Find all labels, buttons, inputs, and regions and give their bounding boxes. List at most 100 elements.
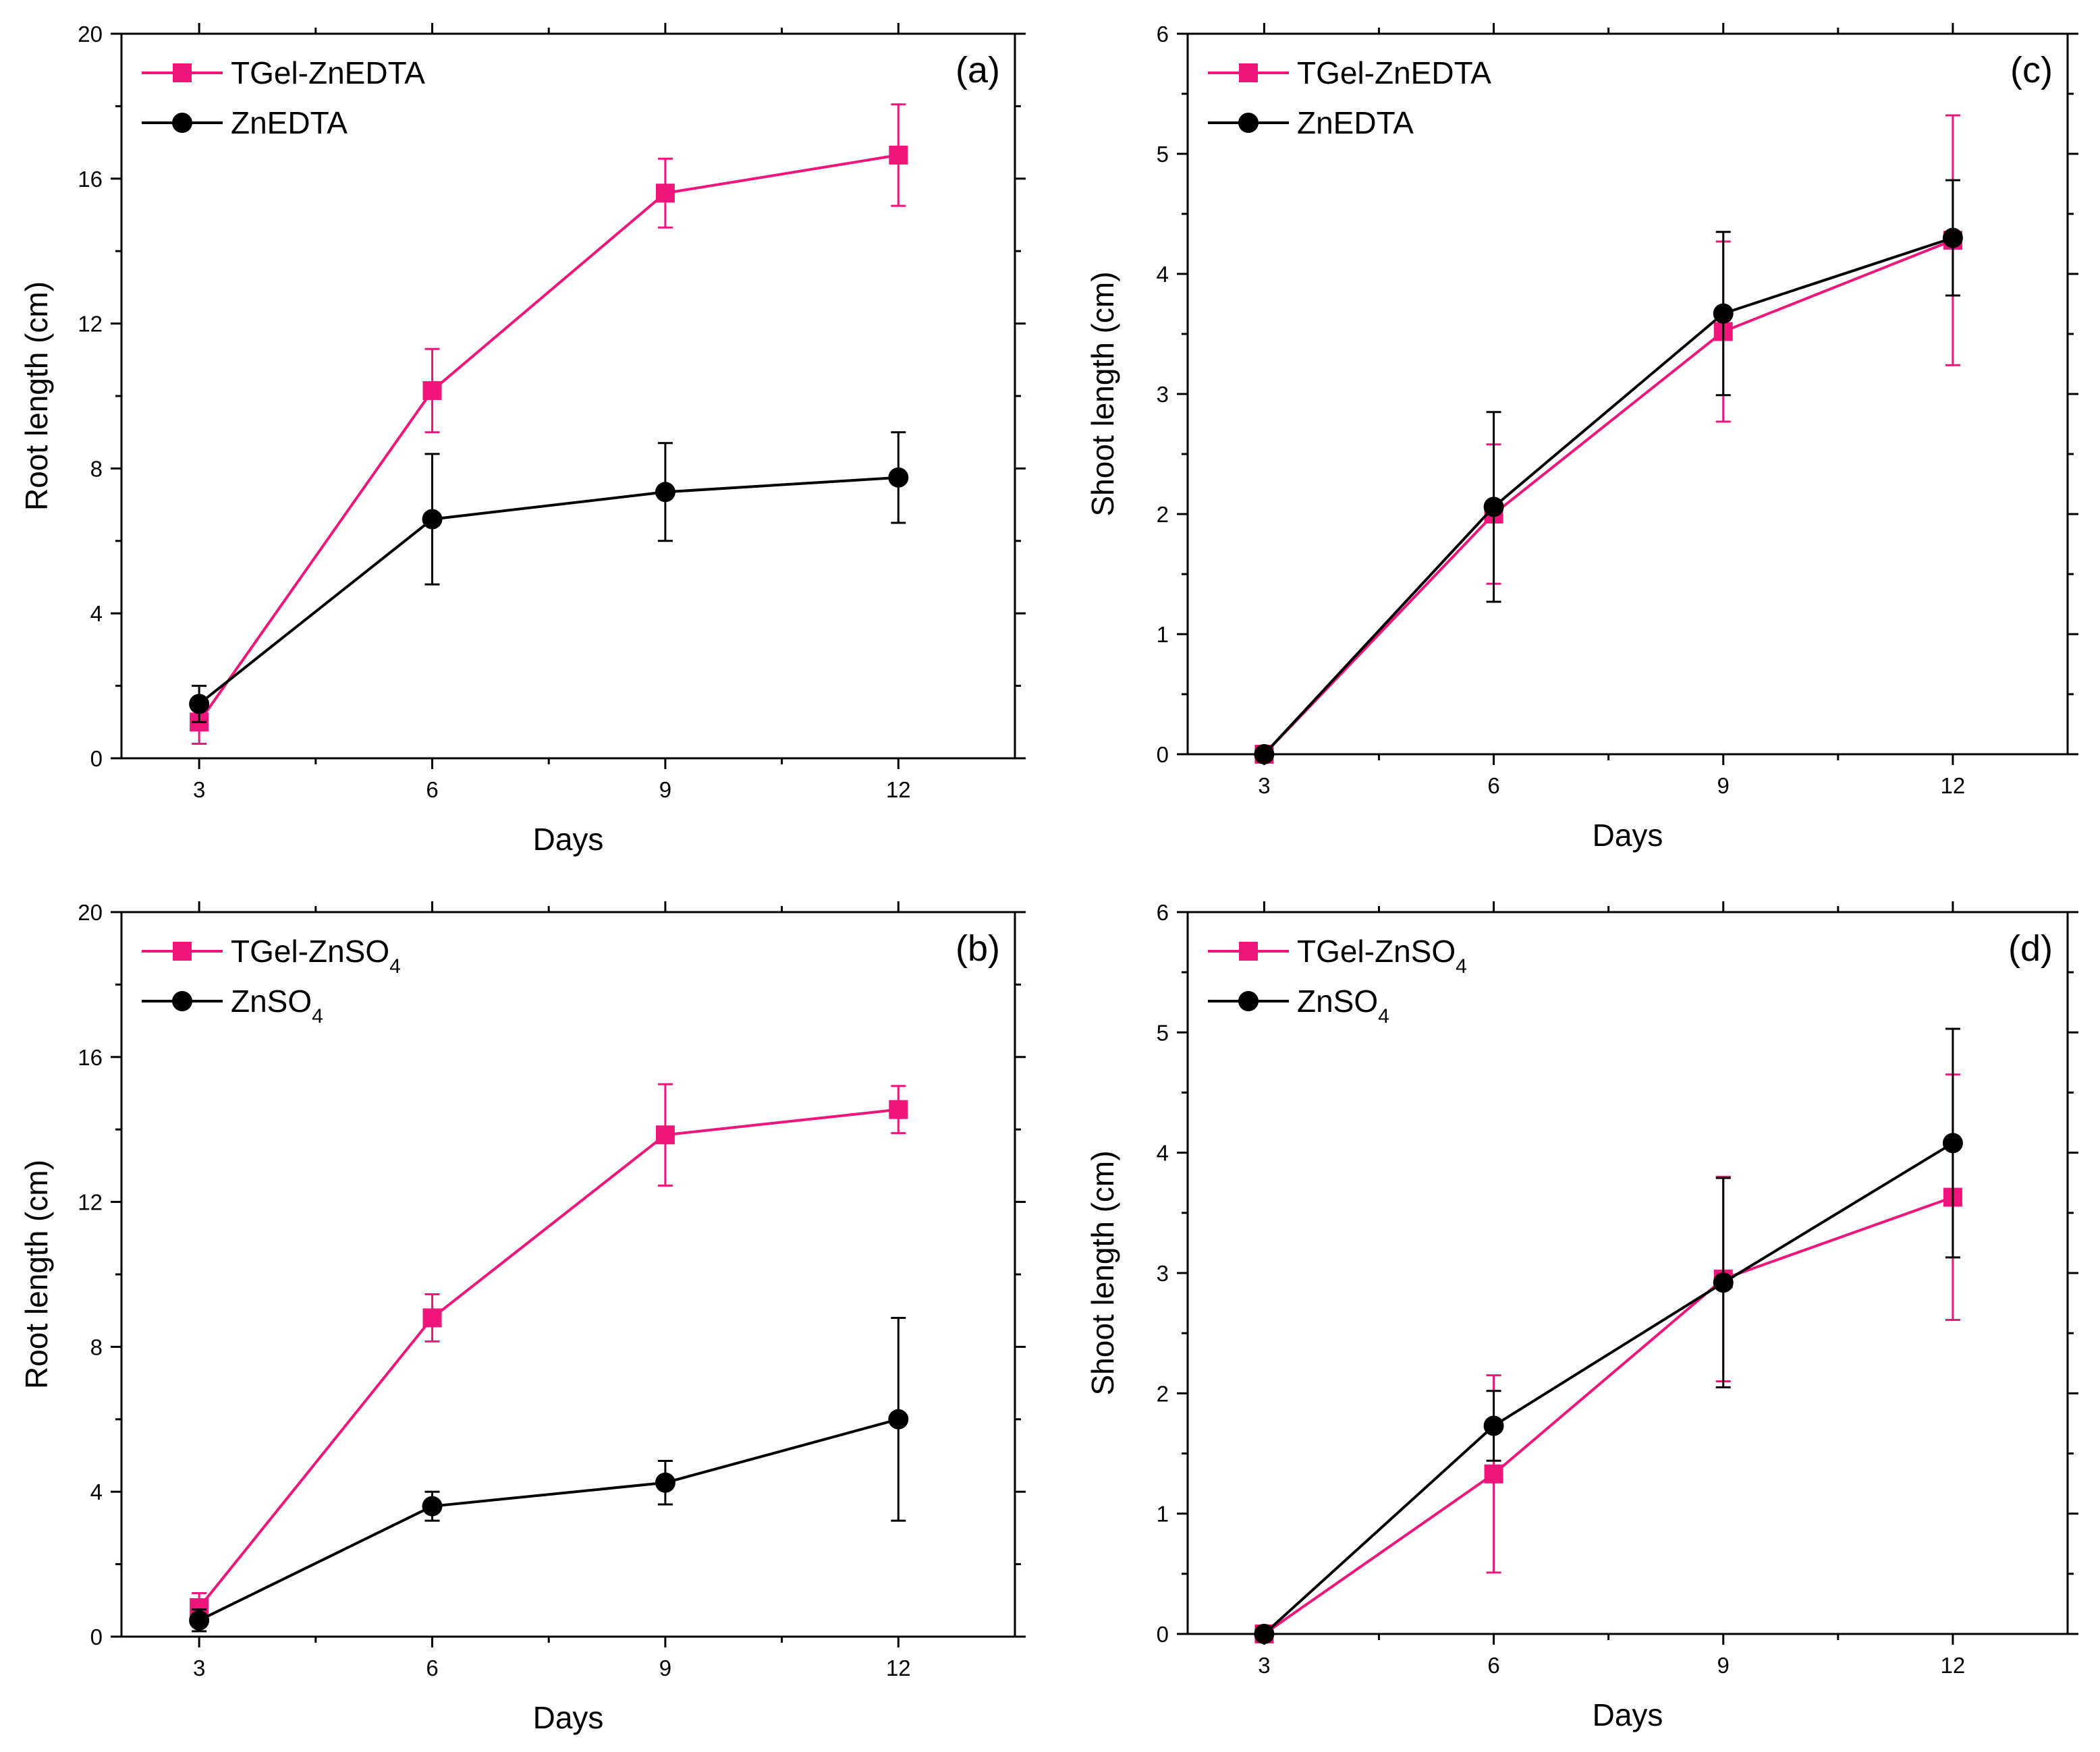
panel-b: 3 6 9 12 0 4 8 12 16 20 Days Root length (cm) (b) TGe… — [19, 900, 1026, 1735]
y-tick-label: 1 — [1157, 622, 1169, 647]
plot-frame — [120, 32, 1016, 760]
data-point — [889, 145, 908, 165]
x-axis-title: Days — [533, 1700, 604, 1735]
series-line — [1263, 1195, 1954, 1635]
y-tick-label: 5 — [1157, 1020, 1169, 1045]
y-tick-label: 0 — [90, 1624, 103, 1649]
y-tick-label: 8 — [90, 1334, 103, 1359]
data-point — [655, 183, 675, 203]
x-tick-label: 9 — [659, 1656, 671, 1680]
y-tick-label: 4 — [90, 1479, 103, 1504]
series-0 — [190, 103, 908, 745]
x-axis-title: Days — [533, 822, 604, 857]
series-1 — [189, 431, 909, 723]
y-tick-label: 0 — [90, 746, 103, 771]
series-line — [198, 1108, 899, 1609]
y-tick-label: 3 — [1157, 1261, 1169, 1286]
series-0 — [1254, 114, 1962, 764]
data-point — [888, 1409, 909, 1430]
legend-marker — [1239, 63, 1258, 82]
y-tick-label: 4 — [90, 601, 103, 626]
y-tick-label: 6 — [1157, 22, 1169, 47]
panel-label: (d) — [2008, 928, 2053, 969]
x-tick-label: 3 — [1258, 773, 1270, 798]
y-axis-title: Shoot length (cm) — [1085, 271, 1120, 516]
data-point — [655, 1472, 675, 1493]
data-point — [889, 1100, 908, 1119]
data-point — [888, 467, 909, 488]
data-point — [1483, 1415, 1504, 1436]
x-tick-label: 9 — [1717, 1653, 1730, 1678]
series-1 — [1254, 179, 1963, 764]
x-tick-label: 9 — [1717, 773, 1730, 798]
legend-label-subscript: 4 — [1456, 955, 1467, 978]
x-tick-label: 6 — [426, 1656, 438, 1680]
y-tick-label: 20 — [78, 22, 103, 47]
legend-label-main: TGel-ZnEDTA — [231, 55, 425, 90]
legend-label: TGel-ZnSO4 — [231, 934, 401, 978]
x-tick-label: 12 — [886, 777, 911, 802]
y-tick-label: 0 — [1157, 742, 1169, 767]
legend-marker — [1238, 113, 1259, 133]
legend-label-main: ZnSO — [231, 984, 312, 1019]
data-point — [1713, 303, 1734, 324]
y-tick-label: 5 — [1157, 142, 1169, 167]
x-axis-title: Days — [1593, 818, 1663, 853]
data-point — [1713, 1272, 1734, 1293]
series-line — [1263, 236, 1954, 756]
legend-marker — [172, 991, 192, 1011]
legend-marker — [172, 113, 192, 133]
y-tick-label: 6 — [1157, 900, 1169, 925]
x-tick-label: 3 — [193, 777, 205, 802]
legend-label: TGel-ZnSO4 — [1297, 934, 1467, 978]
series-1 — [189, 1316, 909, 1633]
panel-a: 3 6 9 12 0 4 8 12 16 20 Days Root length (cm) (a) TGe… — [19, 22, 1026, 857]
legend-label: TGel-ZnEDTA — [231, 55, 425, 90]
y-tick-label: 16 — [78, 1045, 103, 1070]
series-line — [198, 153, 899, 723]
legend-label: TGel-ZnEDTA — [1297, 55, 1491, 90]
x-tick-label: 6 — [1487, 1653, 1499, 1678]
legend-label: ZnEDTA — [231, 105, 348, 140]
data-point — [422, 1496, 443, 1517]
data-point — [189, 694, 210, 714]
y-tick-label: 3 — [1157, 382, 1169, 407]
series-0 — [190, 1083, 908, 1624]
data-point — [1942, 1133, 1963, 1154]
legend-marker — [1239, 942, 1258, 961]
y-tick-label: 2 — [1157, 1381, 1169, 1406]
y-tick-label: 8 — [90, 456, 103, 481]
x-tick-label: 9 — [659, 777, 671, 802]
data-point — [655, 482, 675, 503]
x-tick-label: 6 — [426, 777, 438, 802]
legend-label: ZnSO4 — [231, 984, 323, 1027]
legend-label-main: TGel-ZnSO — [1297, 934, 1456, 969]
legend-label-main: TGel-ZnSO — [231, 934, 389, 969]
y-tick-label: 12 — [78, 1190, 103, 1215]
legend-label-main: ZnEDTA — [1297, 105, 1414, 140]
y-tick-label: 1 — [1157, 1502, 1169, 1527]
data-point — [1942, 227, 1963, 248]
series-line — [1263, 239, 1954, 756]
x-tick-label: 3 — [193, 1656, 205, 1680]
series-line — [198, 476, 899, 706]
panel-label: (c) — [2010, 50, 2053, 90]
y-axis-title: Shoot length (cm) — [1085, 1150, 1120, 1395]
legend-label-subscript: 4 — [312, 1005, 323, 1027]
data-point — [1483, 497, 1504, 517]
legend-marker — [1238, 991, 1259, 1011]
legend-label-main: ZnEDTA — [231, 105, 348, 140]
y-tick-label: 12 — [78, 312, 103, 337]
y-tick-label: 4 — [1157, 1141, 1169, 1166]
legend-label-main: TGel-ZnEDTA — [1297, 55, 1491, 90]
plot-frame — [120, 911, 1016, 1638]
data-point — [1484, 1464, 1503, 1483]
y-axis-title: Root length (cm) — [19, 1160, 54, 1389]
legend-label-main: ZnSO — [1297, 984, 1378, 1019]
x-tick-label: 6 — [1487, 773, 1499, 798]
y-tick-label: 20 — [78, 900, 103, 925]
x-tick-label: 12 — [886, 1656, 911, 1680]
data-point — [1254, 744, 1275, 764]
x-tick-label: 12 — [1941, 773, 1966, 798]
